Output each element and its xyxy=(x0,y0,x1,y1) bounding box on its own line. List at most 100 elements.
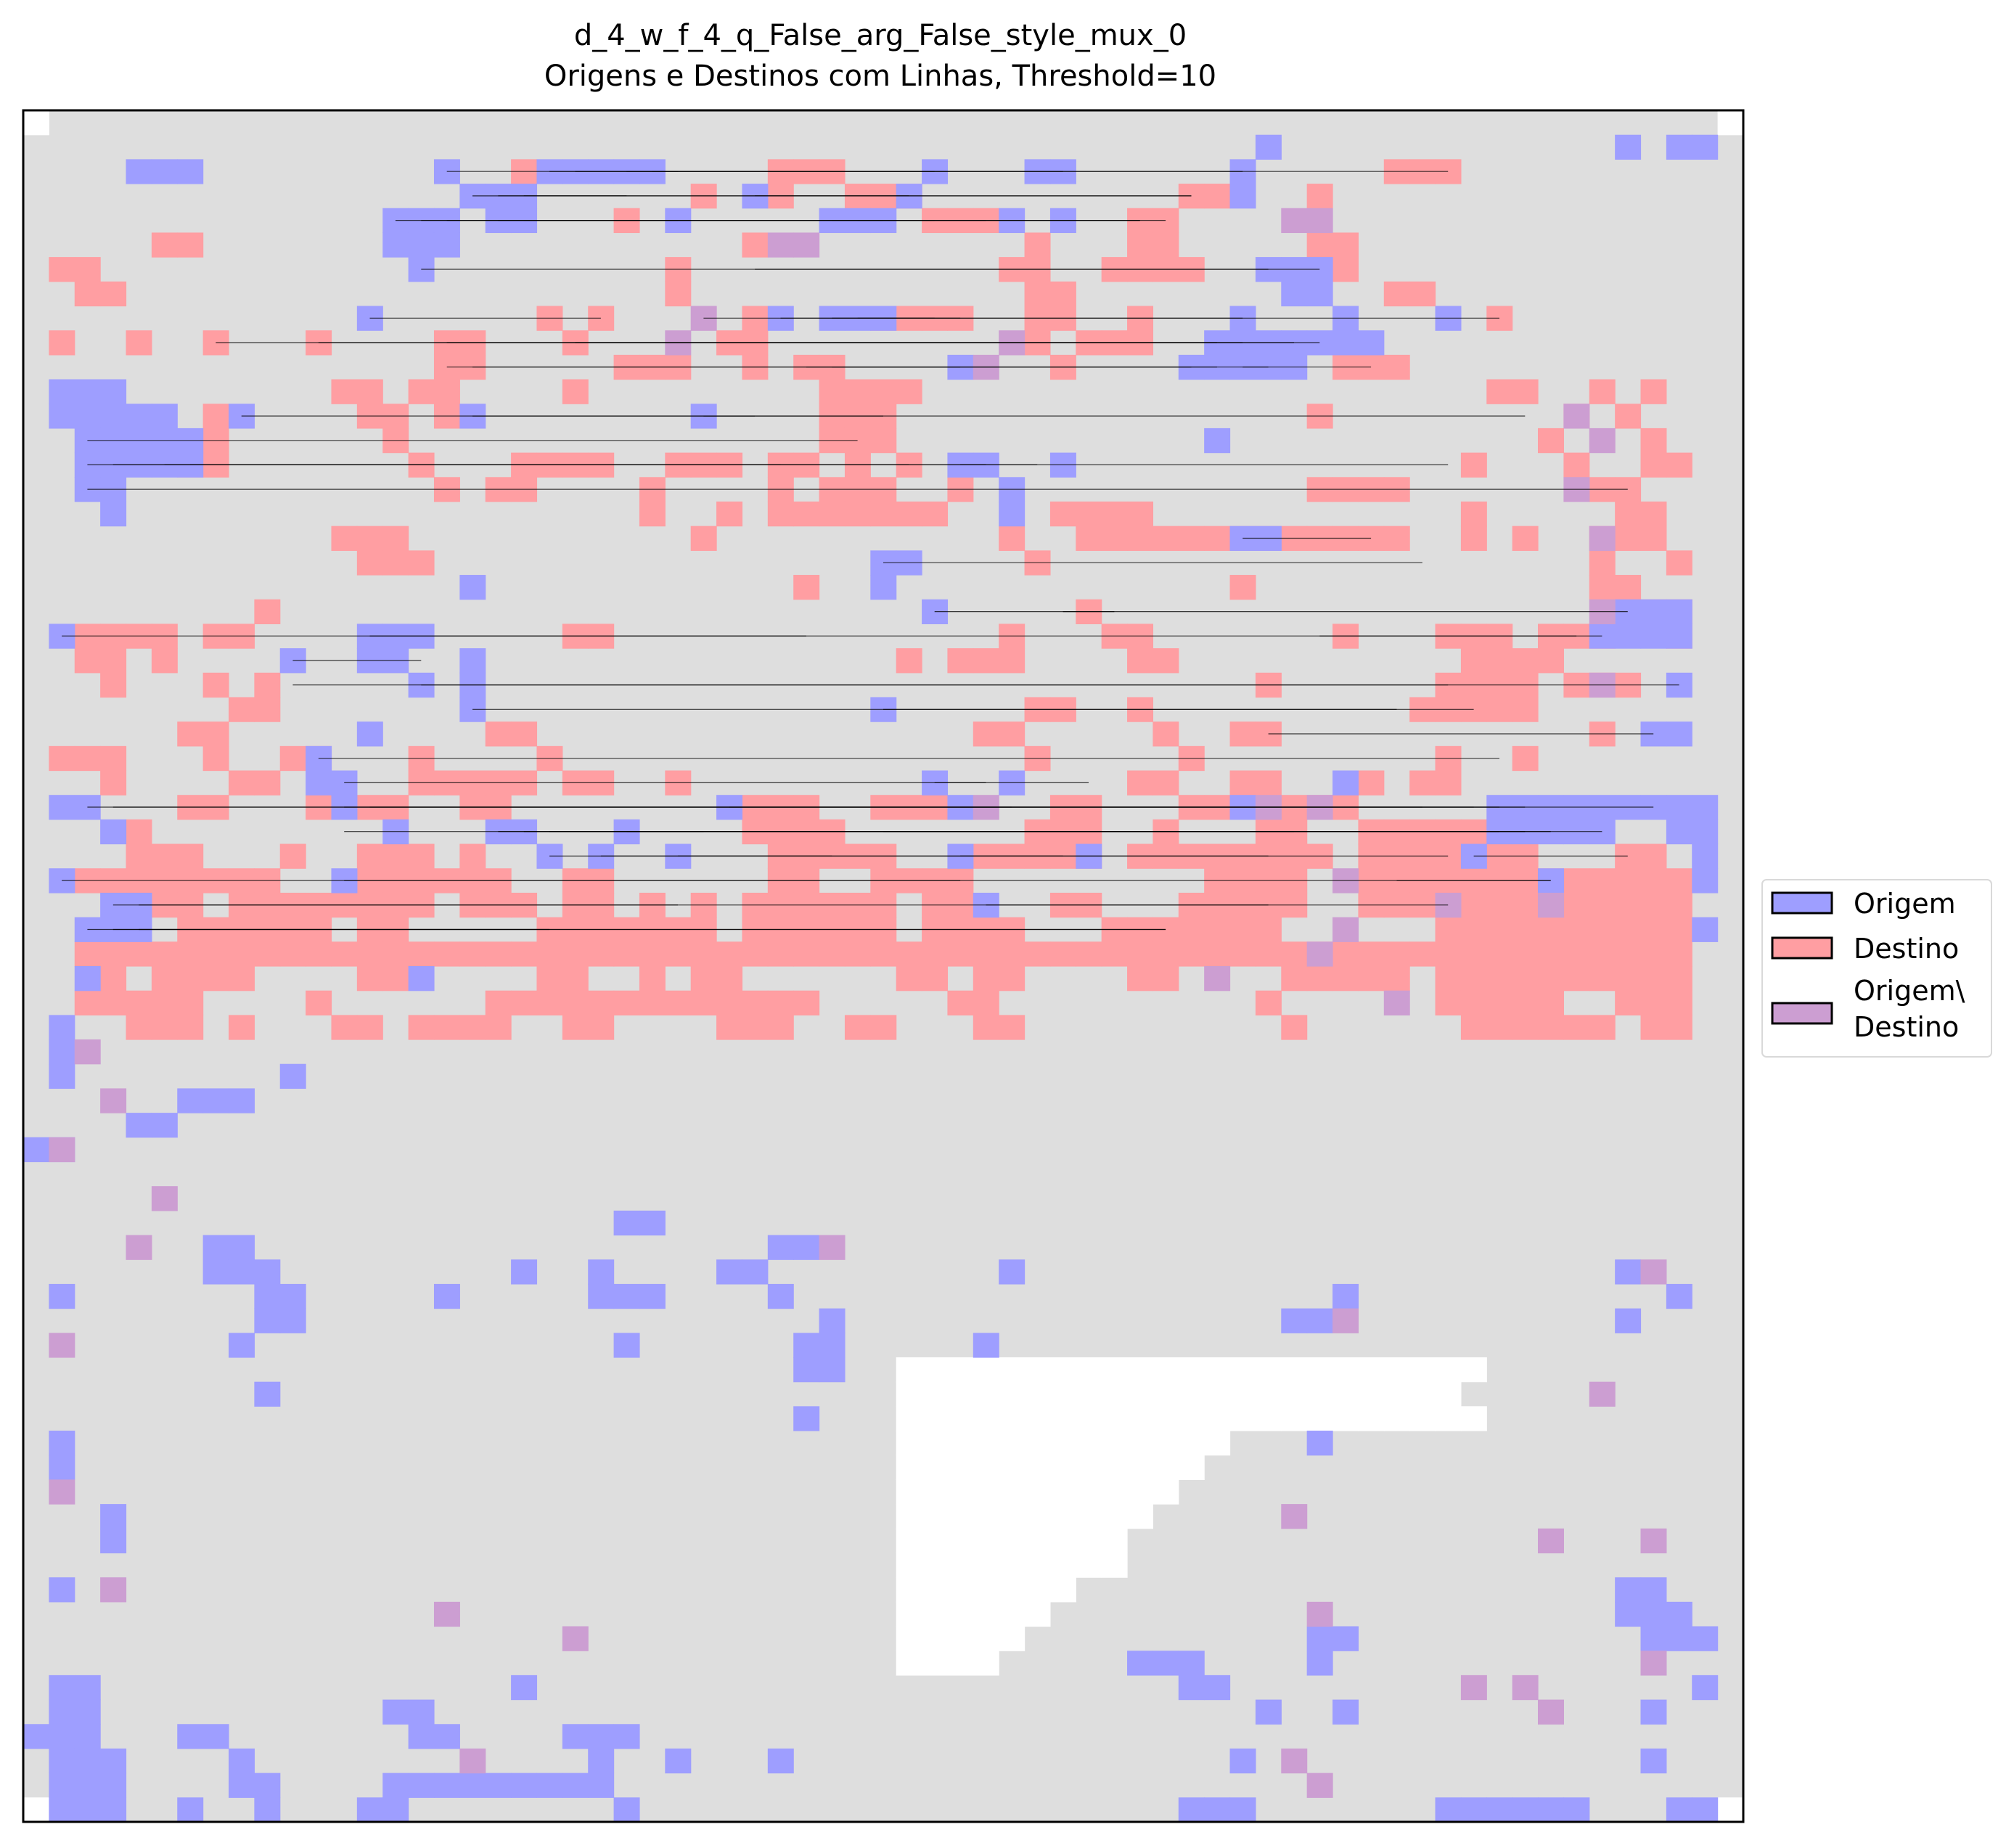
empty-cell xyxy=(1178,1431,1205,1456)
empty-cell xyxy=(1204,1357,1231,1383)
destination-cell xyxy=(279,745,306,772)
origin-cell xyxy=(49,1797,75,1823)
origin-cell xyxy=(74,1748,101,1774)
destination-cell xyxy=(1640,526,1667,551)
empty-cell xyxy=(1229,1406,1256,1431)
chart-title-line-1: d_4_w_f_4_q_False_arg_False_style_mux_0 xyxy=(574,19,1187,52)
destination-cell xyxy=(1589,917,1616,942)
origin-cell xyxy=(1666,599,1692,624)
origin-cell xyxy=(1486,1797,1513,1823)
empty-cell xyxy=(922,1651,949,1676)
destination-cell xyxy=(999,966,1025,992)
empty-cell xyxy=(999,1528,1025,1554)
origin-cell xyxy=(1640,1626,1667,1651)
origin-destination-cell xyxy=(49,1137,75,1163)
empty-cell xyxy=(1204,1381,1231,1407)
origin-cell xyxy=(1512,1797,1539,1823)
destination-cell xyxy=(1512,892,1539,918)
empty-cell xyxy=(973,1479,999,1505)
destination-cell xyxy=(202,721,229,747)
empty-cell xyxy=(1255,1381,1282,1407)
origin-cell xyxy=(742,1259,769,1285)
destination-cell xyxy=(665,990,692,1015)
origin-cell xyxy=(408,966,435,992)
origin-cell xyxy=(151,159,178,184)
origin-destination-cell xyxy=(1640,1651,1667,1676)
origin-cell xyxy=(1615,134,1642,160)
destination-cell xyxy=(382,966,409,992)
destination-cell xyxy=(793,501,820,527)
destination-cell xyxy=(1127,770,1154,796)
destination-cell xyxy=(408,1015,435,1040)
destination-cell xyxy=(973,648,999,674)
destination-cell xyxy=(100,745,127,772)
destination-cell xyxy=(1435,941,1462,967)
origin-cell xyxy=(100,404,127,429)
origin-destination-cell xyxy=(100,1088,127,1113)
destination-cell xyxy=(459,1015,486,1040)
origin-cell xyxy=(254,1308,281,1333)
destination-cell xyxy=(1332,966,1359,992)
destination-cell xyxy=(202,966,229,992)
destination-cell xyxy=(819,501,846,527)
origin-destination-cell xyxy=(1281,208,1308,234)
destination-cell xyxy=(844,941,871,967)
origin-destination-cell xyxy=(74,1039,101,1065)
destination-cell xyxy=(1204,184,1231,209)
origin-cell xyxy=(588,1724,615,1749)
destination-cell xyxy=(74,745,101,772)
destination-cell xyxy=(49,257,75,282)
origin-cell xyxy=(1692,795,1719,820)
destination-cell xyxy=(1049,281,1076,307)
destination-cell xyxy=(1666,1015,1692,1040)
legend-label-both: Origem\ Destino xyxy=(1854,975,1974,1043)
destination-cell xyxy=(1383,526,1410,551)
empty-cell xyxy=(1024,1479,1051,1505)
empty-cell xyxy=(1178,1357,1205,1383)
origin-cell xyxy=(1306,1651,1333,1676)
origin-cell xyxy=(1640,1748,1667,1774)
origin-cell xyxy=(74,1773,101,1798)
origin-cell xyxy=(408,232,435,258)
destination-cell xyxy=(896,966,922,992)
empty-cell xyxy=(896,1381,922,1407)
origin-destination-cell xyxy=(793,232,820,258)
origin-cell xyxy=(1306,1626,1333,1651)
destination-cell xyxy=(896,648,922,674)
empty-cell xyxy=(1076,1381,1102,1407)
origin-cell xyxy=(1229,1748,1256,1774)
origin-cell xyxy=(228,1235,255,1260)
empty-cell xyxy=(973,1528,999,1554)
empty-cell xyxy=(1204,1431,1231,1456)
destination-cell xyxy=(1204,917,1231,942)
empty-cell xyxy=(1076,1455,1102,1480)
destination-cell xyxy=(485,1015,512,1040)
destination-cell xyxy=(74,281,101,307)
destination-cell xyxy=(356,526,383,551)
destination-cell xyxy=(947,648,974,674)
destination-cell xyxy=(1589,575,1616,600)
empty-cell xyxy=(947,1381,974,1407)
destination-cell xyxy=(742,1015,769,1040)
destination-cell xyxy=(1640,452,1667,478)
origin-cell xyxy=(254,1283,281,1309)
empty-cell xyxy=(1153,1357,1179,1383)
destination-cell xyxy=(100,672,127,698)
destination-cell xyxy=(844,1015,871,1040)
empty-cell xyxy=(1435,1381,1462,1407)
destination-cell xyxy=(999,1015,1025,1040)
destination-cell xyxy=(767,1015,794,1040)
destination-cell xyxy=(793,575,820,600)
origin-cell xyxy=(408,1773,435,1798)
destination-cell xyxy=(254,770,281,796)
destination-cell xyxy=(1512,990,1539,1015)
destination-cell xyxy=(306,941,332,967)
destination-cell xyxy=(896,501,922,527)
empty-cell xyxy=(999,1601,1025,1627)
destination-cell xyxy=(1101,526,1128,551)
destination-cell xyxy=(1255,941,1282,967)
destination-cell xyxy=(999,721,1025,747)
destination-cell xyxy=(1460,452,1487,478)
destination-cell xyxy=(74,257,101,282)
origin-cell xyxy=(1640,1699,1667,1725)
